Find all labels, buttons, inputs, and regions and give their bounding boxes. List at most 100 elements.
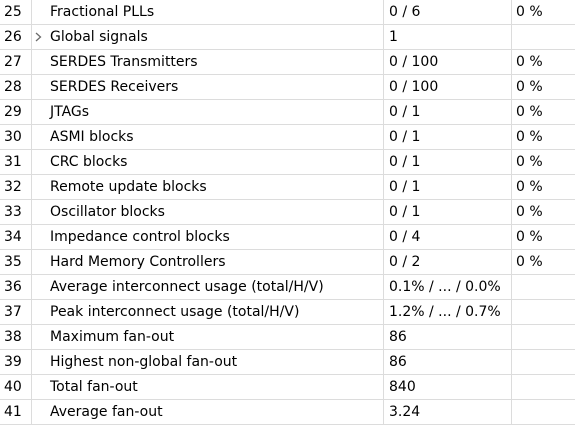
usage-percent <box>512 400 575 424</box>
row-number: 38 <box>0 325 32 349</box>
usage-value: 86 <box>384 350 512 374</box>
resource-name: Average interconnect usage (total/H/V) <box>32 275 384 299</box>
resource-name-text: Fractional PLLs <box>50 4 155 20</box>
usage-percent: 0 % <box>516 79 543 95</box>
table-row[interactable]: 37 Peak interconnect usage (total/H/V) 1.2… <box>0 300 575 325</box>
resource-name-text: SERDES Receivers <box>50 79 179 95</box>
resource-name-text: ASMI blocks <box>50 129 134 145</box>
usage-value: 0 / 1 <box>384 175 512 199</box>
resource-name-text: Maximum fan-out <box>50 329 175 345</box>
resource-name-text: Peak interconnect usage (total/H/V) <box>50 304 300 320</box>
usage-percent <box>512 275 575 299</box>
resource-name-text: Average interconnect usage (total/H/V) <box>50 279 324 295</box>
resource-name: Remote update blocks <box>32 175 384 199</box>
resource-name: CRC blocks <box>32 150 384 174</box>
resource-name: ASMI blocks <box>32 125 384 149</box>
usage-percent: 0 % <box>516 4 543 20</box>
usage-percent <box>512 325 575 349</box>
row-number: 31 <box>0 150 32 174</box>
row-number: 37 <box>0 300 32 324</box>
resource-name-text: Average fan-out <box>50 404 163 420</box>
table-row[interactable]: 27 SERDES Transmitters 0 / 100 0 % <box>0 50 575 75</box>
usage-percent: 0 % <box>516 154 543 170</box>
resource-name-text: CRC blocks <box>50 154 128 170</box>
row-number: 29 <box>0 100 32 124</box>
table-row[interactable]: 36 Average interconnect usage (total/H/V)… <box>0 275 575 300</box>
row-number: 25 <box>0 0 32 24</box>
usage-value: 1 <box>384 25 512 49</box>
usage-value: 0 / 1 <box>384 150 512 174</box>
resource-name: JTAGs <box>32 100 384 124</box>
table-row[interactable]: 26 Global signals 1 <box>0 25 575 50</box>
table-row[interactable]: 28 SERDES Receivers 0 / 100 0 % <box>0 75 575 100</box>
usage-value: 840 <box>384 375 512 399</box>
resource-name-text: Global signals <box>50 29 148 45</box>
table-row[interactable]: 39 Highest non-global fan-out 86 <box>0 350 575 375</box>
resource-name-text: Total fan-out <box>50 379 138 395</box>
usage-value: 0 / 4 <box>384 225 512 249</box>
row-number: 32 <box>0 175 32 199</box>
usage-percent: 0 % <box>516 129 543 145</box>
row-number: 40 <box>0 375 32 399</box>
resource-name: Highest non-global fan-out <box>32 350 384 374</box>
usage-value: 0 / 100 <box>384 50 512 74</box>
usage-percent: 0 % <box>516 54 543 70</box>
row-number: 30 <box>0 125 32 149</box>
resource-name: Hard Memory Controllers <box>32 250 384 274</box>
resource-name: Global signals <box>32 25 384 49</box>
chevron-right-icon[interactable] <box>35 25 45 49</box>
usage-percent <box>512 350 575 374</box>
usage-value: 0 / 1 <box>384 100 512 124</box>
resource-name: SERDES Transmitters <box>32 50 384 74</box>
usage-value: 3.24 <box>384 400 512 424</box>
usage-value: 0 / 1 <box>384 125 512 149</box>
usage-percent: 0 % <box>516 179 543 195</box>
resource-name: Maximum fan-out <box>32 325 384 349</box>
usage-value: 0 / 6 <box>384 0 512 24</box>
resource-name-text: Impedance control blocks <box>50 229 230 245</box>
table-row[interactable]: 38 Maximum fan-out 86 <box>0 325 575 350</box>
resource-name: Average fan-out <box>32 400 384 424</box>
resource-name: Oscillator blocks <box>32 200 384 224</box>
row-number: 34 <box>0 225 32 249</box>
usage-percent: 0 % <box>516 229 543 245</box>
row-number: 41 <box>0 400 32 424</box>
usage-percent <box>512 25 575 49</box>
resource-name-text: Remote update blocks <box>50 179 207 195</box>
row-number: 36 <box>0 275 32 299</box>
usage-percent <box>512 300 575 324</box>
resource-name: Fractional PLLs <box>32 0 384 24</box>
resource-name-text: Oscillator blocks <box>50 204 165 220</box>
usage-value: 0.1% / ... / 0.0% <box>384 275 512 299</box>
usage-value: 1.2% / ... / 0.7% <box>384 300 512 324</box>
row-number: 39 <box>0 350 32 374</box>
resource-name-text: JTAGs <box>50 104 90 120</box>
usage-value: 0 / 100 <box>384 75 512 99</box>
resource-name-text: SERDES Transmitters <box>50 54 198 70</box>
row-number: 35 <box>0 250 32 274</box>
row-number: 26 <box>0 25 32 49</box>
resource-name-text: Hard Memory Controllers <box>50 254 226 270</box>
resource-name-text: Highest non-global fan-out <box>50 354 238 370</box>
table-row[interactable]: 40 Total fan-out 840 <box>0 375 575 400</box>
usage-value: 86 <box>384 325 512 349</box>
row-number: 33 <box>0 200 32 224</box>
resource-name: Total fan-out <box>32 375 384 399</box>
table-row[interactable]: 41 Average fan-out 3.24 <box>0 400 575 425</box>
usage-percent: 0 % <box>516 204 543 220</box>
usage-percent <box>512 375 575 399</box>
resource-name: Peak interconnect usage (total/H/V) <box>32 300 384 324</box>
usage-percent: 0 % <box>516 104 543 120</box>
row-number: 27 <box>0 50 32 74</box>
resource-name: Impedance control blocks <box>32 225 384 249</box>
